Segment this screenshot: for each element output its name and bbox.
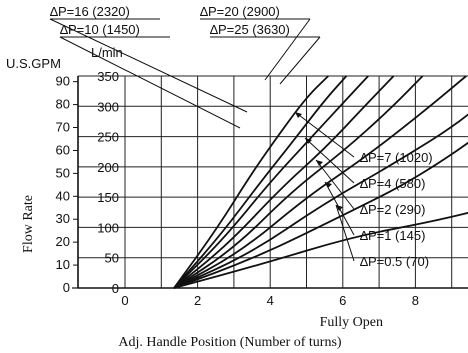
x-tick-label: 4 bbox=[267, 293, 274, 308]
series-label-right: ∆P=7 (1020) bbox=[360, 150, 433, 165]
leader-line bbox=[49, 18, 248, 113]
gpm-tick-label: 20 bbox=[56, 234, 70, 249]
gpm-tick-label: 90 bbox=[56, 74, 70, 89]
series-label-top: ∆P=25 (3630) bbox=[210, 22, 290, 37]
leader-line bbox=[264, 18, 311, 81]
lpm-tick-label: 150 bbox=[97, 190, 119, 205]
gpm-tick-label: 70 bbox=[56, 120, 70, 135]
leader-line bbox=[335, 204, 355, 262]
series-line bbox=[173, 75, 395, 289]
series-line bbox=[173, 75, 424, 289]
y-unit-lpm: L/min bbox=[91, 45, 123, 60]
x-tick-label: 0 bbox=[121, 293, 128, 308]
axes bbox=[72, 76, 468, 289]
grid bbox=[78, 75, 468, 288]
lpm-tick-label: 300 bbox=[97, 99, 119, 114]
leader-arrowhead bbox=[316, 160, 323, 166]
gpm-tick-label: 50 bbox=[56, 165, 70, 180]
leader-arrowhead bbox=[295, 112, 302, 118]
lpm-tick-label: 50 bbox=[105, 251, 119, 266]
series-line bbox=[173, 75, 467, 289]
series-label-right: ∆P=0.5 (70) bbox=[360, 254, 429, 269]
lpm-tick-label: 200 bbox=[97, 160, 119, 175]
leader-line bbox=[294, 111, 355, 158]
lpm-tick-label: 0 bbox=[112, 281, 119, 296]
y-unit-gpm: U.S.GPM bbox=[6, 56, 61, 71]
gpm-tick-label: 10 bbox=[56, 257, 70, 272]
leader-arrowhead bbox=[305, 138, 312, 144]
x-tick-label: 8 bbox=[412, 293, 419, 308]
lpm-tick-label: 350 bbox=[97, 69, 119, 84]
gpm-tick-label: 80 bbox=[56, 97, 70, 112]
x-axis-title: Adj. Handle Position (Number of turns) bbox=[118, 335, 342, 350]
fully-open-label: Fully Open bbox=[320, 315, 383, 330]
leader-line bbox=[59, 36, 241, 129]
series-line bbox=[173, 211, 468, 289]
series-line bbox=[173, 113, 468, 289]
label-leaders bbox=[49, 18, 355, 262]
series-label-right: ∆P=1 (145) bbox=[360, 228, 425, 243]
x-tick-label: 2 bbox=[194, 293, 201, 308]
gpm-tick-label: 60 bbox=[56, 142, 70, 157]
chart-text: U.S.GPM L/min Flow Rate Fully Open Adj. … bbox=[6, 4, 433, 350]
lpm-tick-label: 250 bbox=[97, 130, 119, 145]
gpm-tick-label: 0 bbox=[63, 280, 70, 295]
gpm-tick-label: 30 bbox=[56, 211, 70, 226]
flow-curves bbox=[173, 75, 468, 289]
leader-line bbox=[279, 36, 321, 85]
x-tick-label: 6 bbox=[339, 293, 346, 308]
leader-arrowhead bbox=[336, 205, 343, 211]
series-line bbox=[173, 75, 329, 289]
gpm-tick-label: 40 bbox=[56, 188, 70, 203]
series-label-right: ∆P=2 (290) bbox=[360, 202, 425, 217]
series-label-top: ∆P=10 (1450) bbox=[60, 22, 140, 37]
series-label-right: ∆P=4 (580) bbox=[360, 176, 425, 191]
series-label-top: ∆P=20 (2900) bbox=[200, 4, 280, 19]
leader-line bbox=[315, 159, 355, 210]
leader-line bbox=[304, 137, 355, 184]
series-line bbox=[173, 75, 369, 289]
lpm-tick-label: 100 bbox=[97, 220, 119, 235]
leader-arrowhead bbox=[325, 182, 332, 188]
series-line bbox=[173, 75, 348, 289]
series-label-top: ∆P=16 (2320) bbox=[50, 4, 130, 19]
y-axis-title: Flow Rate bbox=[21, 195, 36, 253]
series-line bbox=[173, 141, 468, 289]
